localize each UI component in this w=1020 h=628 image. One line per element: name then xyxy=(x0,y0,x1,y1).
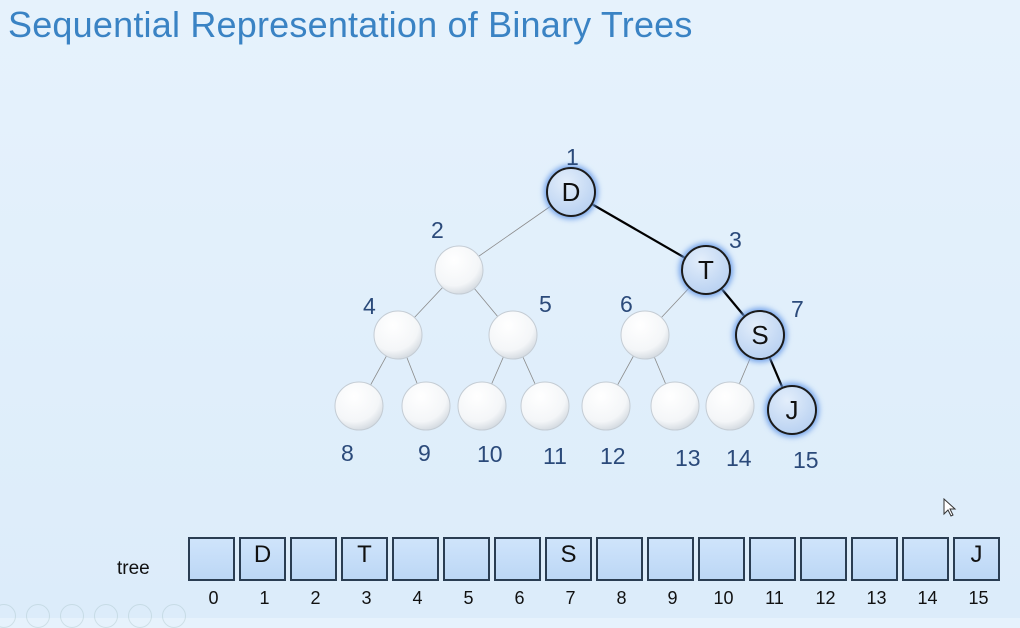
node-circle xyxy=(705,381,755,431)
node-circle xyxy=(334,381,384,431)
tree-node-2 xyxy=(434,245,484,295)
array-cell-6 xyxy=(494,537,541,581)
tree-node-11 xyxy=(520,381,570,431)
node-index-label-2: 2 xyxy=(431,217,444,243)
node-index-label-3: 3 xyxy=(729,227,742,253)
node-index-label-1: 1 xyxy=(566,144,579,170)
array-index-label: 14 xyxy=(917,588,938,608)
node-circle xyxy=(681,245,731,295)
array-cell-10 xyxy=(698,537,745,581)
tree-node-6 xyxy=(620,310,670,360)
node-circle xyxy=(457,381,507,431)
node-index-label-7: 7 xyxy=(791,296,804,322)
array-index-label: 2 xyxy=(310,588,321,608)
node-value: J xyxy=(786,395,799,425)
node-index-label-15: 15 xyxy=(793,447,819,473)
array-name-label: tree xyxy=(117,558,150,579)
mouse-pointer-icon xyxy=(943,498,957,517)
tree-node-3: T xyxy=(679,243,733,297)
array-cell-11 xyxy=(749,537,796,581)
array-cell-9 xyxy=(647,537,694,581)
next-icon[interactable] xyxy=(26,604,50,628)
node-index-label-6: 6 xyxy=(620,291,633,317)
tree-node-14 xyxy=(705,381,755,431)
grid-icon[interactable] xyxy=(94,604,118,628)
prev-icon[interactable] xyxy=(0,604,16,628)
array-cell-2 xyxy=(290,537,337,581)
array-cell-value: J xyxy=(970,541,983,568)
array-cell-5 xyxy=(443,537,490,581)
array-cell-value: D xyxy=(253,541,272,568)
node-circle xyxy=(373,310,423,360)
node-index-label-12: 12 xyxy=(600,443,626,469)
array-index-label: 15 xyxy=(968,588,989,608)
pen-icon[interactable] xyxy=(60,604,84,628)
array-cell-1: D xyxy=(239,537,286,581)
array-cell-3: T xyxy=(341,537,388,581)
array-cell-value: S xyxy=(560,541,577,568)
node-index-label-11: 11 xyxy=(543,443,567,469)
array-index-label: 12 xyxy=(815,588,836,608)
node-circle xyxy=(581,381,631,431)
array-index-label: 6 xyxy=(514,588,525,608)
more-icon[interactable] xyxy=(162,604,186,628)
node-index-label-14: 14 xyxy=(726,445,752,471)
array-index-label: 11 xyxy=(765,588,784,608)
node-index-label-9: 9 xyxy=(418,440,431,466)
slide-title: Sequential Representation of Binary Tree… xyxy=(8,4,693,45)
tree-node-12 xyxy=(581,381,631,431)
node-circle xyxy=(401,381,451,431)
array-cell-12 xyxy=(800,537,847,581)
array-cell-15: J xyxy=(953,537,1000,581)
tree-node-13 xyxy=(650,381,700,431)
node-index-label-8: 8 xyxy=(341,440,354,466)
array-cell-value: T xyxy=(357,541,372,568)
array-index-label: 4 xyxy=(412,588,423,608)
tree-node-1: D xyxy=(544,165,598,219)
node-circle xyxy=(650,381,700,431)
node-index-label-4: 4 xyxy=(363,293,376,319)
node-circle xyxy=(767,385,817,435)
node-index-label-13: 13 xyxy=(675,445,701,471)
array-cell-14 xyxy=(902,537,949,581)
array-cell-13 xyxy=(851,537,898,581)
array-index-label: 0 xyxy=(208,588,219,608)
node-circle xyxy=(434,245,484,295)
array-cell-8 xyxy=(596,537,643,581)
tree-node-10 xyxy=(457,381,507,431)
array-index-label: 9 xyxy=(667,588,678,608)
array-index-label: 1 xyxy=(259,588,270,608)
node-value: D xyxy=(562,177,581,207)
array-cell-4 xyxy=(392,537,439,581)
node-circle xyxy=(488,310,538,360)
array-index-label: 7 xyxy=(565,588,576,608)
tree-node-4 xyxy=(373,310,423,360)
array-cell-0 xyxy=(188,537,235,581)
node-circle xyxy=(735,310,785,360)
array-cell-7: S xyxy=(545,537,592,581)
array-index-label: 3 xyxy=(361,588,372,608)
node-index-label-10: 10 xyxy=(477,441,503,467)
node-circle xyxy=(520,381,570,431)
tree-node-15: J xyxy=(765,383,819,437)
array-index-label: 5 xyxy=(463,588,474,608)
array-index-row: 0 1 2 3 4 5 6 7 8 9 10 11 12 13 14 15 xyxy=(188,588,1004,609)
node-value: T xyxy=(698,255,714,285)
node-value: S xyxy=(751,320,768,350)
zoom-icon[interactable] xyxy=(128,604,152,628)
array-index-label: 8 xyxy=(616,588,627,608)
node-index-label-5: 5 xyxy=(539,291,552,317)
node-circle xyxy=(620,310,670,360)
tree-node-9 xyxy=(401,381,451,431)
array-index-label: 10 xyxy=(713,588,734,608)
slide-toolbar[interactable] xyxy=(0,604,186,628)
tree-node-8 xyxy=(334,381,384,431)
array-index-label: 13 xyxy=(866,588,887,608)
tree-node-5 xyxy=(488,310,538,360)
node-circle xyxy=(546,167,596,217)
tree-node-7: S xyxy=(733,308,787,362)
